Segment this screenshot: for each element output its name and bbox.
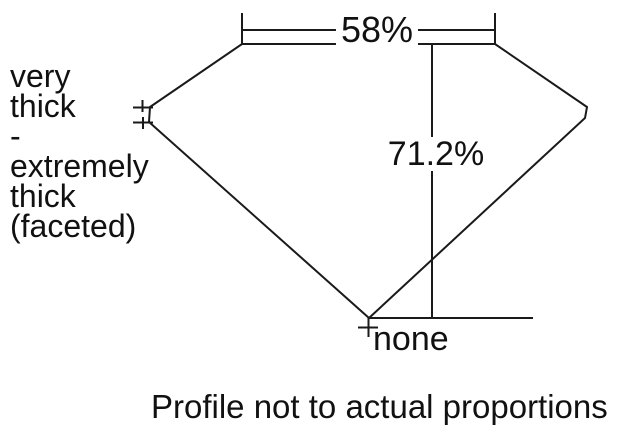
girdle-label-line: thick	[10, 178, 76, 214]
caption: Profile not to actual proportions	[151, 388, 608, 425]
depth-label: 71.2%	[382, 137, 490, 171]
culet-label: none	[373, 320, 449, 358]
girdle-label-line: thick	[10, 88, 76, 124]
girdle-label: very thick - extremely thick (faceted)	[10, 58, 149, 244]
girdle-label-line: very	[10, 58, 71, 94]
girdle-label-line: (faceted)	[10, 208, 137, 244]
girdle-label-line: extremely	[10, 148, 149, 184]
diamond-outline	[147, 43, 589, 320]
table-size-label: 58%	[335, 12, 419, 48]
girdle-label-line: -	[10, 118, 21, 154]
